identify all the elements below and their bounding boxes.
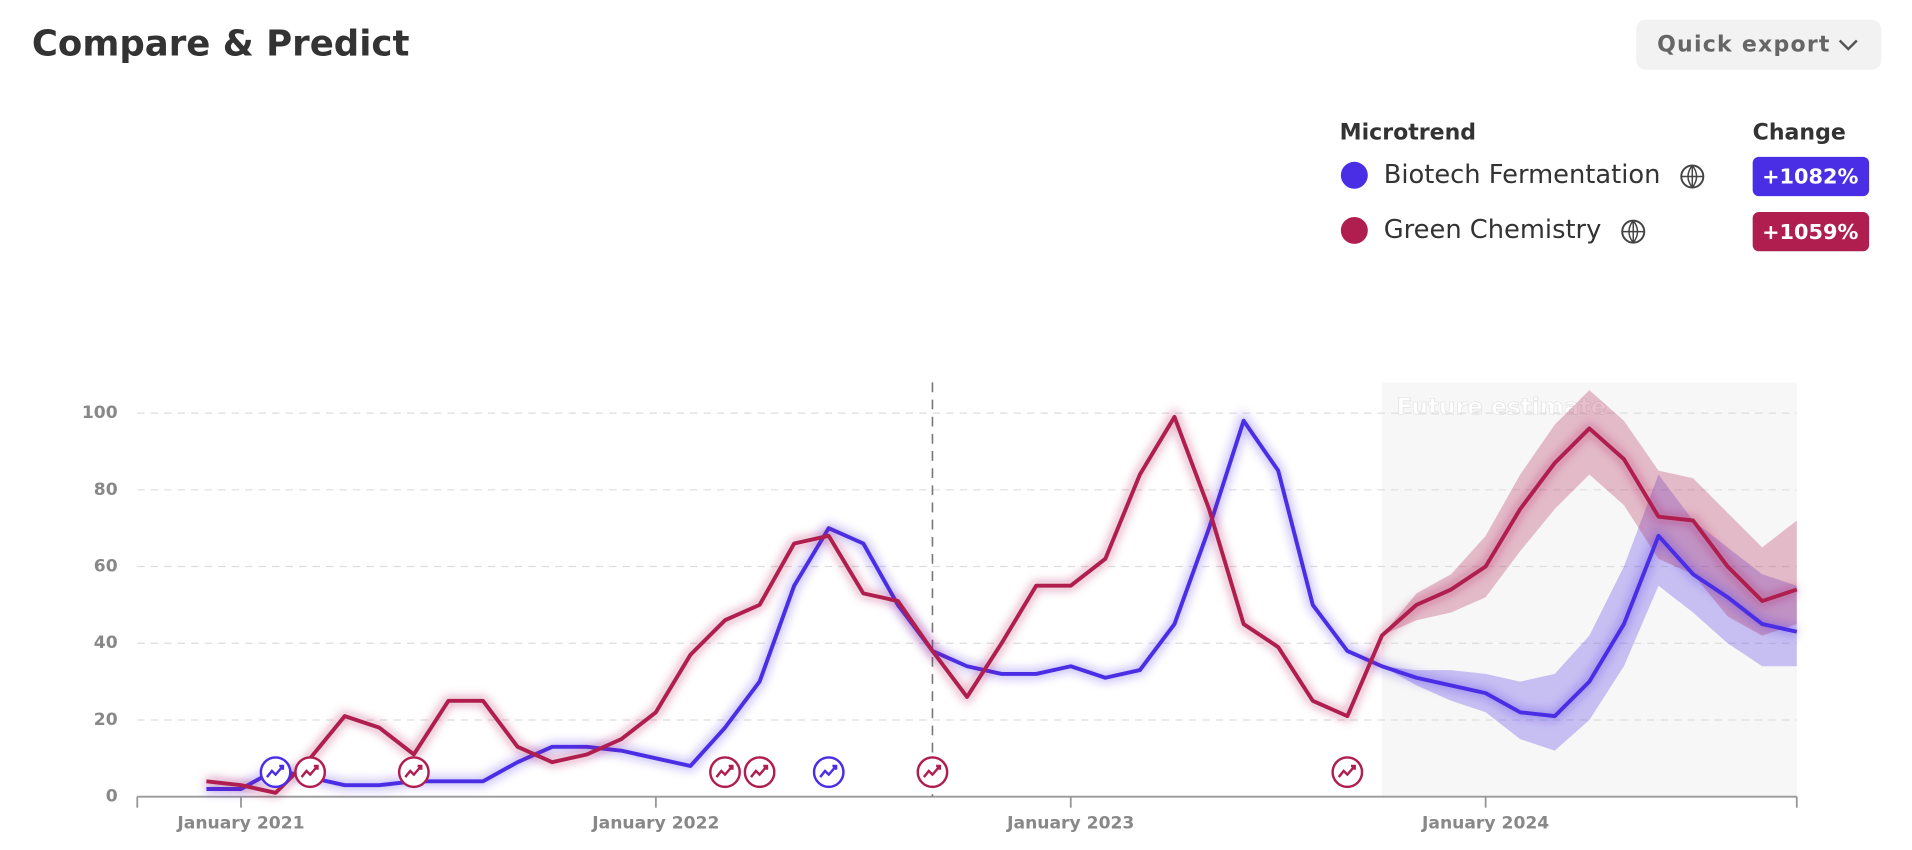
legend-label: Green Chemistry [1384,215,1602,245]
event-marker [294,756,327,789]
event-marker [259,756,292,789]
change-label: +1082% [1762,165,1858,189]
event-icon [266,764,285,778]
event-marker [743,756,776,789]
legend-swatch [1340,216,1368,244]
event-marker [916,756,949,789]
legend-label: Biotech Fermentation [1384,160,1661,190]
globe-icon-lines [1622,220,1645,244]
event-icon [300,764,319,778]
x-tick-label: January 2023 [1006,814,1134,834]
series-line [206,418,1798,791]
y-tick-label: 60 [94,557,118,577]
event-marker [1331,756,1364,789]
x-tick-label: January 2021 [176,814,304,834]
forecast-band [1381,474,1797,751]
event-marker [812,756,845,789]
y-tick-label: 100 [82,403,118,423]
y-tick-label: 0 [106,787,118,807]
forecast-annotation: Future estimate [1397,394,1607,421]
change-heading: Change [1753,121,1846,146]
change-badge [1752,156,1870,197]
y-tick-label: 80 [94,480,118,500]
event-icon [404,764,423,778]
y-tick-label: 40 [94,633,118,653]
event-icon [1337,764,1356,778]
event-marker [709,756,741,789]
change-badge [1752,212,1870,252]
event-icon [750,764,769,778]
series-line [206,414,1798,795]
export-label: Quick export [1657,32,1831,57]
event-marker [397,756,430,789]
event-icon [922,764,942,778]
page-title: Compare & Predict [32,23,410,64]
change-label: +1059% [1762,220,1858,244]
globe-icon-lines [1681,165,1704,188]
x-tick-label: January 2022 [591,814,719,834]
legend-heading: Microtrend [1340,121,1476,146]
y-tick-label: 20 [94,710,118,730]
legend-swatch [1340,161,1368,189]
legend: Biotech Fermentation +1082% Green Chemistr… [1340,156,1870,252]
export-button[interactable] [1636,19,1882,70]
event-icon [715,764,734,778]
chevron-icon [1838,39,1858,51]
x-tick-label: January 2024 [1421,814,1549,834]
plot: Future estimate 0 20 40 60 80 100 January 2021 J… [82,382,1799,834]
event-icon [819,764,838,778]
